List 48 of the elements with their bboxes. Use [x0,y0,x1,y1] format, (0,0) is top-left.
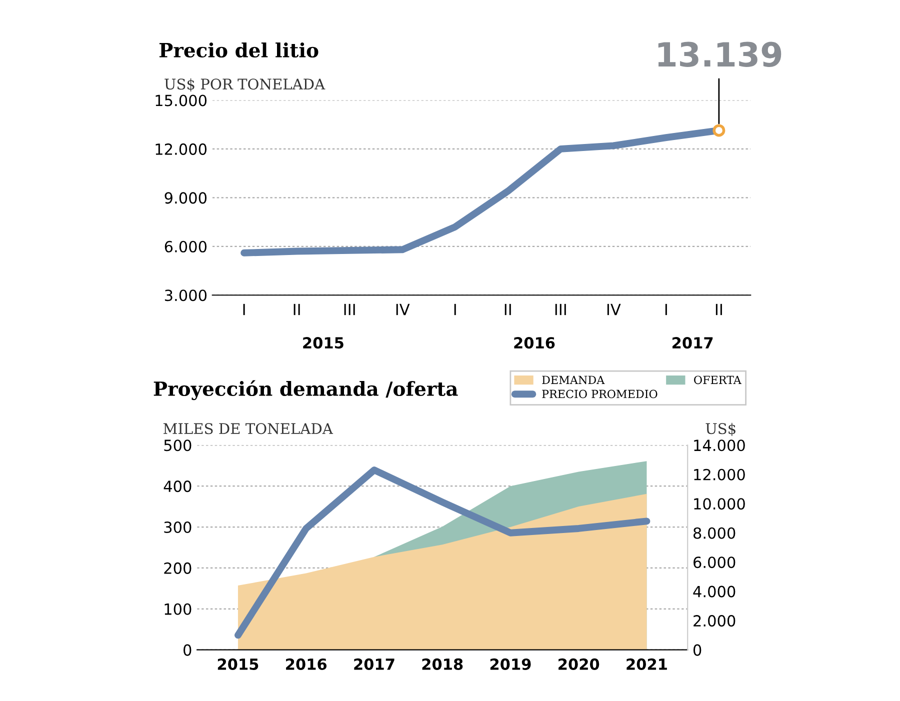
y-tick-label: 200 [164,562,192,574]
y-tick-label: 3.000 [164,290,207,302]
x-tick-label: IV [396,304,410,316]
x-tick-label: II [294,304,300,316]
y-tick-label: 500 [164,440,192,452]
x-tick-label: II [504,304,511,316]
y2-tick-label: 8.000 [693,527,736,539]
legend-label: PRECIO PROMEDIO [542,390,658,398]
y-tick-label: 300 [164,521,192,534]
y2-tick-label: 4.000 [693,586,736,598]
y-tick-label: 15.000 [156,94,207,106]
x-tick-label: 2016 [286,658,327,670]
x-tick-label: II [716,304,722,316]
x-tick-label: I [454,304,456,316]
chart-title: Precio del litio [159,42,318,58]
y-tick-label: 400 [164,480,192,492]
y2-tick-label: 12.000 [694,468,745,480]
y-axis-title: MILES DE TONELADA [163,423,334,434]
y2-tick-label: 6.000 [694,556,736,568]
x-tick-label: I [243,304,245,316]
x-tick-label: 2021 [626,658,667,670]
legend-label: DEMANDA [542,376,605,384]
y2-tick-label: 10.000 [694,498,745,510]
y-tick-label: 0 [184,644,192,656]
chart-title: Proyección demanda /oferta [154,380,458,400]
x-tick-label: I [665,304,667,316]
y-tick-label: 100 [164,603,192,615]
chart-subtitle: US$ POR TONELADA [164,78,326,92]
x-tick-label: 2018 [422,658,463,670]
y2-tick-label: 2.000 [694,615,736,627]
x-tick-label: 2015 [218,658,258,670]
x-tick-label: 2017 [354,658,394,670]
x-tick-label: 2019 [490,658,531,670]
y2-tick-label: 14.000 [694,440,745,452]
y2-tick-label: 0 [693,644,702,656]
x-tick-label: IV [607,304,621,316]
y-tick-label: 12.000 [156,143,207,155]
y-tick-label: 9.000 [164,192,207,204]
x-tick-label: 2020 [558,658,600,670]
y-tick-label: 6.000 [164,240,207,252]
x-tick-label: III [344,304,355,316]
x-tick-label: III [555,304,566,316]
text: 2016 [514,337,555,349]
data-label: 13.139 [658,42,782,67]
text: 2015 [303,337,344,349]
legend-label: OFERTA [694,376,742,384]
y2-axis-title: US$ [706,422,736,436]
text: 2017 [672,337,713,349]
